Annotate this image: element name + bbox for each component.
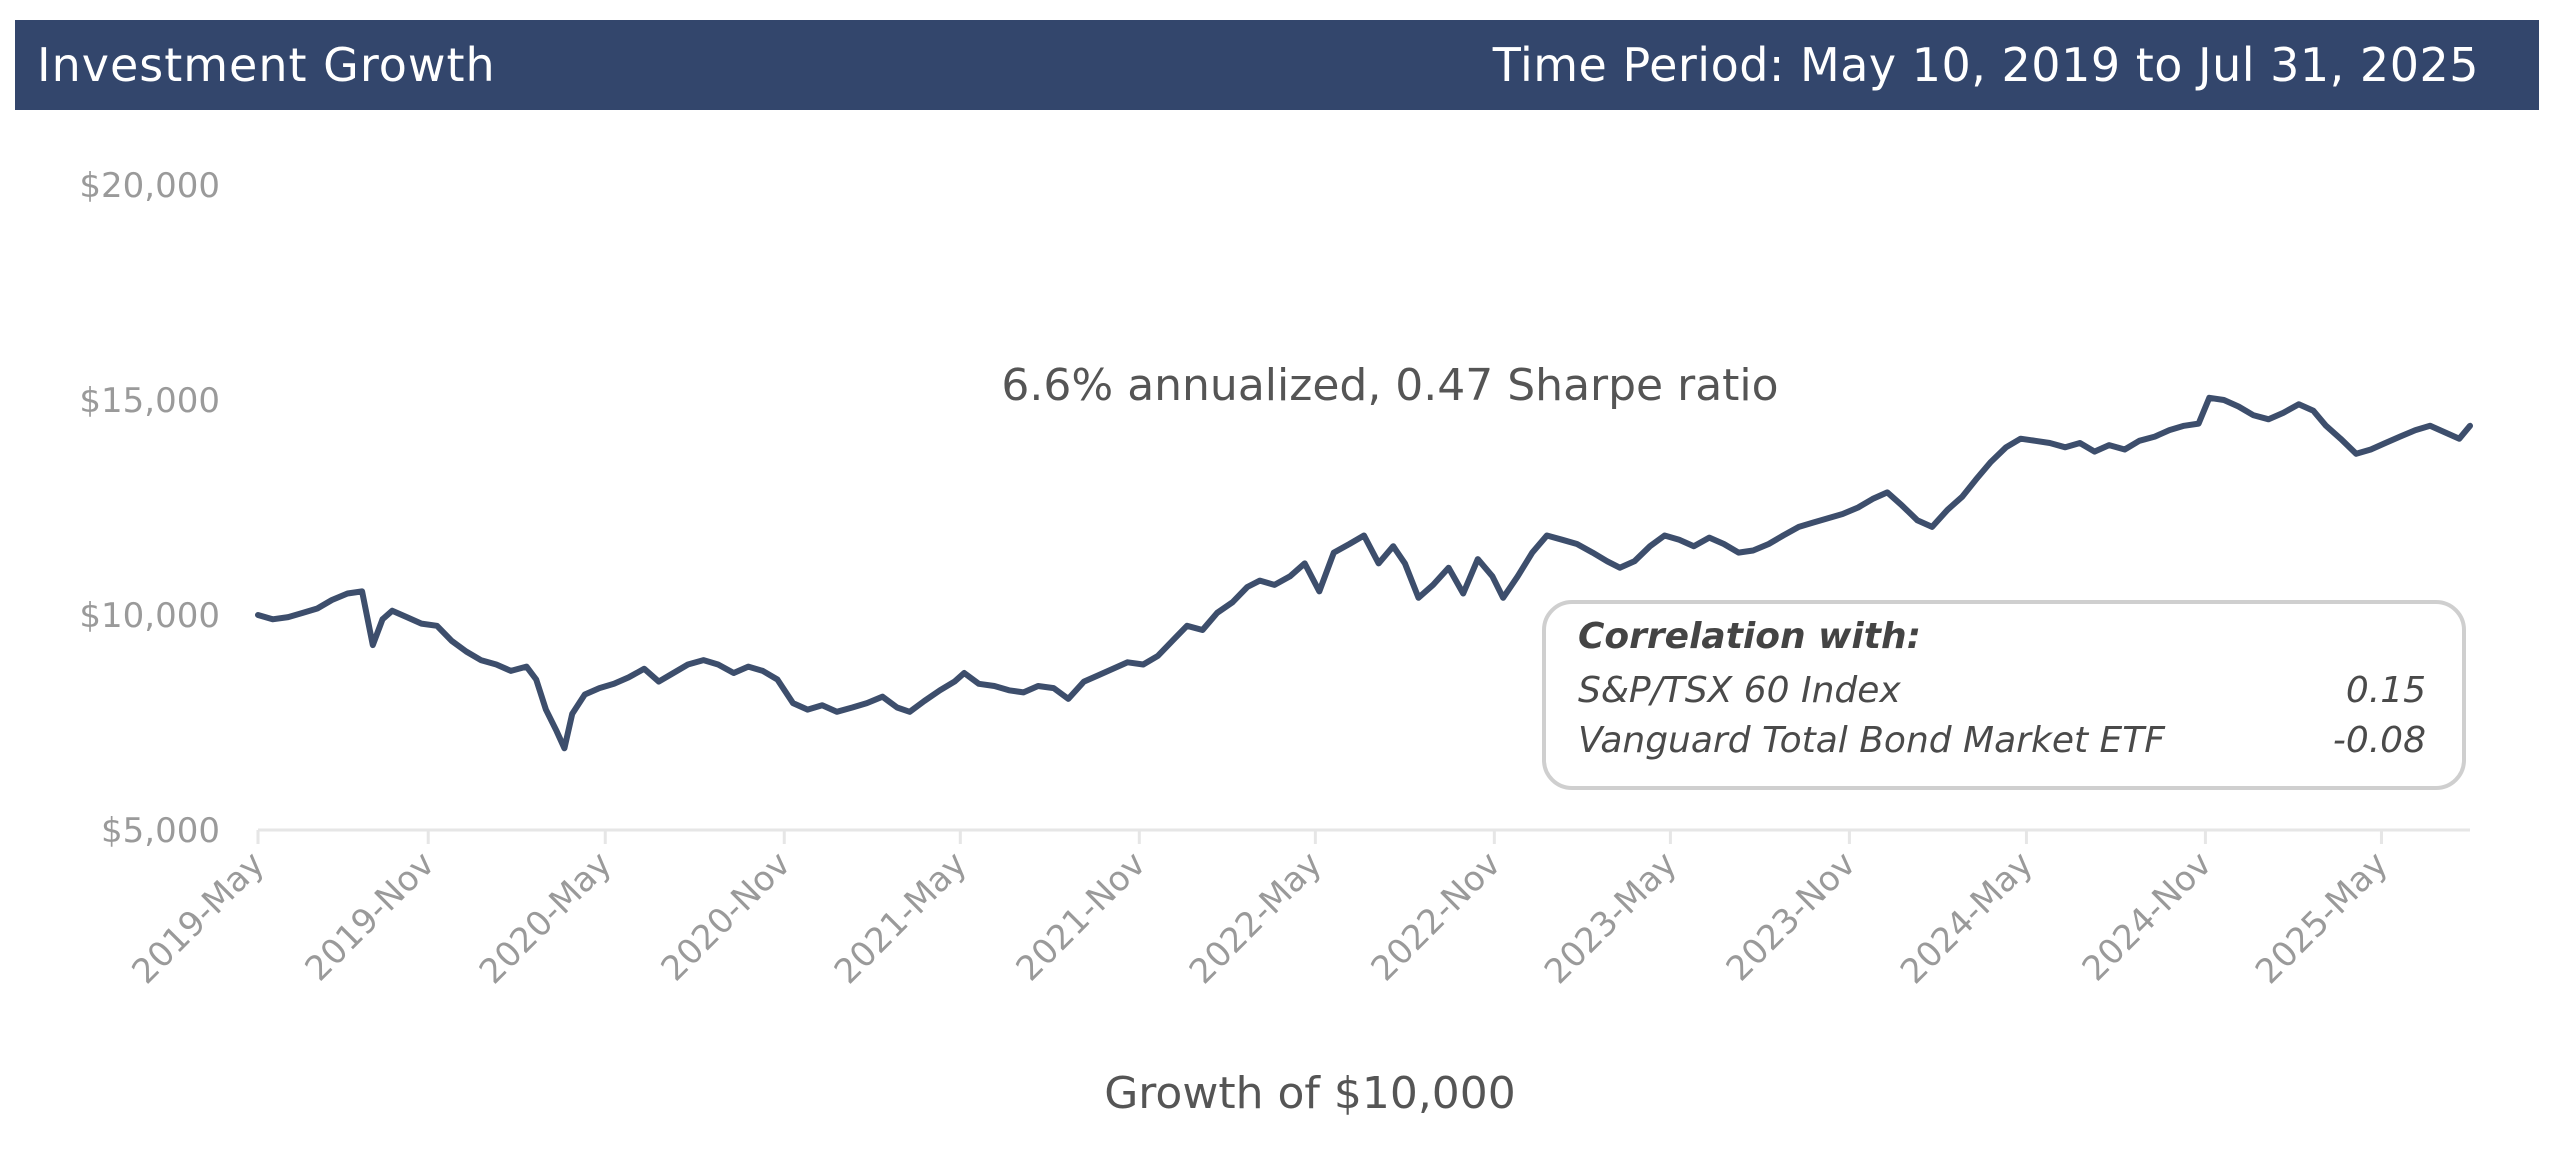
chart-header: Investment Growth Time Period: May 10, 2…	[15, 20, 2539, 110]
y-axis: $5,000 $10,000 $15,000 $20,000	[79, 166, 220, 851]
x-tick-label: 2022-Nov	[1364, 844, 1509, 989]
x-tick-label: 2023-Nov	[1719, 844, 1864, 989]
x-tick-label: 2021-Nov	[1009, 844, 1154, 989]
x-tick-label: 2020-May	[472, 844, 620, 992]
y-tick-label: $20,000	[79, 166, 220, 206]
x-tick-label: 2019-Nov	[298, 844, 443, 989]
correlation-value: -0.08	[2332, 720, 2426, 761]
header-title: Investment Growth	[37, 38, 496, 92]
y-tick-label: $15,000	[79, 381, 220, 421]
x-tick-label: 2024-May	[1893, 844, 2041, 992]
y-tick-label: $10,000	[79, 596, 220, 636]
series-line	[255, 394, 2473, 752]
x-axis: 2019-May 2019-Nov 2020-May 2020-Nov 2021-May…	[125, 828, 2470, 992]
x-tick-label: 2020-Nov	[654, 844, 799, 989]
correlation-label: Vanguard Total Bond Market ETF	[1578, 720, 2165, 761]
x-tick-label: 2025-May	[2248, 844, 2396, 992]
x-tick-label: 2023-May	[1537, 844, 1685, 992]
y-tick-label: $5,000	[101, 811, 220, 851]
x-tick-label: 2019-May	[125, 844, 273, 992]
correlation-box: Correlation with: S&P/TSX 60 Index 0.15 …	[1542, 600, 2466, 790]
correlation-label: S&P/TSX 60 Index	[1578, 670, 1901, 711]
x-tick-label: 2024-Nov	[2075, 844, 2220, 989]
x-tick-label: 2021-May	[827, 844, 975, 992]
correlation-value: 0.15	[2345, 670, 2426, 711]
correlation-title: Correlation with:	[1578, 616, 1921, 657]
time-period-label: Time Period: May 10, 2019 to Jul 31, 202…	[1492, 38, 2479, 92]
x-axis-title: Growth of $10,000	[1104, 1068, 1516, 1119]
x-tick-label: 2022-May	[1182, 844, 1330, 992]
chart-annotation: 6.6% annualized, 0.47 Sharpe ratio	[1001, 360, 1778, 411]
